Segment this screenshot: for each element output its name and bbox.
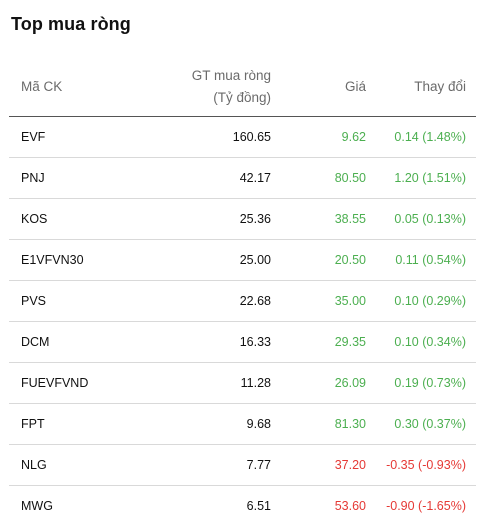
column-header-net-buy-value-line1: GT mua ròng xyxy=(192,68,271,83)
net-buy-value-cell: 6.51 xyxy=(142,486,272,526)
column-header-net-buy-value[interactable]: GT mua ròng (Tỷ đồng) xyxy=(142,58,272,117)
stock-code-cell[interactable]: DCM xyxy=(9,322,142,363)
net-buy-value-cell: 25.00 xyxy=(142,240,272,281)
table-row[interactable]: NLG 7.77 37.20 -0.35 (-0.93%) xyxy=(9,445,476,486)
price-cell: 20.50 xyxy=(272,240,367,281)
change-cell: 0.30 (0.37%) xyxy=(367,404,476,445)
stock-code-cell[interactable]: KOS xyxy=(9,199,142,240)
price-cell: 9.62 xyxy=(272,117,367,158)
change-cell: 0.05 (0.13%) xyxy=(367,199,476,240)
stock-code-cell[interactable]: MWG xyxy=(9,486,142,526)
net-buy-value-cell: 160.65 xyxy=(142,117,272,158)
change-cell: 0.14 (1.48%) xyxy=(367,117,476,158)
table-row[interactable]: DCM 16.33 29.35 0.10 (0.34%) xyxy=(9,322,476,363)
change-cell: 0.10 (0.29%) xyxy=(367,281,476,322)
price-cell: 35.00 xyxy=(272,281,367,322)
table-row[interactable]: PVS 22.68 35.00 0.10 (0.29%) xyxy=(9,281,476,322)
stock-code-cell[interactable]: FPT xyxy=(9,404,142,445)
stock-code-cell[interactable]: NLG xyxy=(9,445,142,486)
change-cell: 1.20 (1.51%) xyxy=(367,158,476,199)
net-buy-value-cell: 9.68 xyxy=(142,404,272,445)
table-row[interactable]: FPT 9.68 81.30 0.30 (0.37%) xyxy=(9,404,476,445)
stock-code-cell[interactable]: PVS xyxy=(9,281,142,322)
widget-title: Top mua ròng xyxy=(11,14,131,35)
net-buy-value-cell: 25.36 xyxy=(142,199,272,240)
price-cell: 26.09 xyxy=(272,363,367,404)
price-cell: 38.55 xyxy=(272,199,367,240)
net-buy-value-cell: 16.33 xyxy=(142,322,272,363)
price-cell: 37.20 xyxy=(272,445,367,486)
change-cell: -0.90 (-1.65%) xyxy=(367,486,476,526)
column-header-price[interactable]: Giá xyxy=(272,58,367,117)
top-net-buy-widget: Top mua ròng Mã CK GT mua ròng (Tỷ đồng)… xyxy=(0,0,485,501)
change-cell: 0.19 (0.73%) xyxy=(367,363,476,404)
stock-code-cell[interactable]: EVF xyxy=(9,117,142,158)
net-buy-table: Mã CK GT mua ròng (Tỷ đồng) Giá Thay đổi… xyxy=(9,58,476,526)
change-cell: 0.10 (0.34%) xyxy=(367,322,476,363)
table-row[interactable]: MWG 6.51 53.60 -0.90 (-1.65%) xyxy=(9,486,476,526)
net-buy-value-cell: 22.68 xyxy=(142,281,272,322)
table-row[interactable]: PNJ 42.17 80.50 1.20 (1.51%) xyxy=(9,158,476,199)
column-header-code[interactable]: Mã CK xyxy=(9,58,142,117)
price-cell: 80.50 xyxy=(272,158,367,199)
table-row[interactable]: E1VFVN30 25.00 20.50 0.11 (0.54%) xyxy=(9,240,476,281)
price-cell: 53.60 xyxy=(272,486,367,526)
table-row[interactable]: EVF 160.65 9.62 0.14 (1.48%) xyxy=(9,117,476,158)
header-row: Mã CK GT mua ròng (Tỷ đồng) Giá Thay đổi xyxy=(9,58,476,117)
price-cell: 29.35 xyxy=(272,322,367,363)
stock-code-cell[interactable]: E1VFVN30 xyxy=(9,240,142,281)
change-cell: -0.35 (-0.93%) xyxy=(367,445,476,486)
stock-code-cell[interactable]: PNJ xyxy=(9,158,142,199)
table-header: Mã CK GT mua ròng (Tỷ đồng) Giá Thay đổi xyxy=(9,58,476,117)
change-cell: 0.11 (0.54%) xyxy=(367,240,476,281)
table-row[interactable]: KOS 25.36 38.55 0.05 (0.13%) xyxy=(9,199,476,240)
stock-code-cell[interactable]: FUEVFVND xyxy=(9,363,142,404)
net-buy-value-cell: 42.17 xyxy=(142,158,272,199)
column-header-change[interactable]: Thay đổi xyxy=(367,58,476,117)
net-buy-value-cell: 11.28 xyxy=(142,363,272,404)
table-body: EVF 160.65 9.62 0.14 (1.48%) PNJ 42.17 8… xyxy=(9,117,476,526)
column-header-net-buy-value-line2: (Tỷ đồng) xyxy=(213,90,271,105)
table-row[interactable]: FUEVFVND 11.28 26.09 0.19 (0.73%) xyxy=(9,363,476,404)
price-cell: 81.30 xyxy=(272,404,367,445)
net-buy-value-cell: 7.77 xyxy=(142,445,272,486)
